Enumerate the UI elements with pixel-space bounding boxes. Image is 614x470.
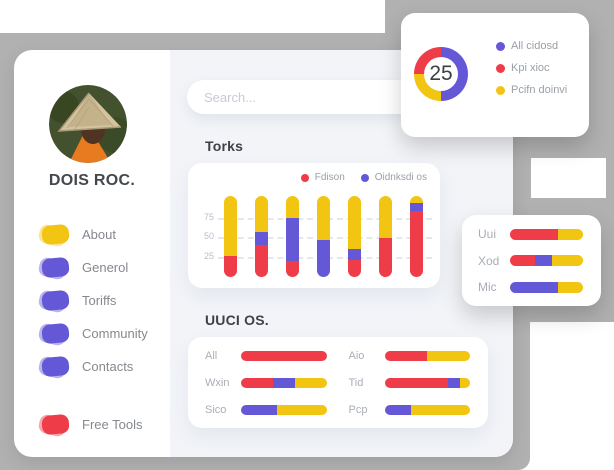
- avatar: [49, 85, 127, 163]
- row-label: Uui: [478, 227, 497, 241]
- legend-item-fdison: Fdison: [300, 172, 345, 183]
- legend-label: Fdison: [314, 172, 345, 183]
- mini-row-uui: Uui: [478, 227, 583, 241]
- sidebar-item-generol[interactable]: Generol: [37, 251, 162, 284]
- stacked-bar: [384, 404, 470, 415]
- sidebar-item-label: Free Tools: [82, 417, 143, 432]
- row-label: Aio: [348, 350, 365, 363]
- uuci-row-wxin: Wxin: [205, 375, 327, 392]
- y-tick-25: 25: [203, 251, 214, 261]
- row-label: Mic: [478, 280, 497, 294]
- torks-legend: Fdison Oidnksdi os: [300, 172, 427, 183]
- pcifn-doinvi-dot-icon: [496, 85, 505, 95]
- stacked-bar: [286, 196, 299, 277]
- stacked-bar: [510, 228, 583, 240]
- profile-name: DOIS ROC.: [48, 172, 136, 189]
- free-tools-blob-icon: [37, 413, 70, 438]
- stacked-bar: [379, 196, 392, 277]
- sidebar-item-toriffs[interactable]: Toriffs: [37, 284, 162, 317]
- legend-label: All cidosd: [511, 40, 559, 52]
- stacked-bar: [384, 351, 470, 362]
- torks-chart-card: Fdison Oidnksdi os 75 50 25: [188, 163, 440, 288]
- mini-stats-card: Uui Xod Mic: [462, 215, 601, 306]
- donut-center-value: 25: [429, 62, 453, 85]
- torks-bars: [224, 196, 423, 277]
- legend-item-kpi-xioc: Kpi xioc: [496, 62, 567, 74]
- donut-legend: All cidosd Kpi xioc Pcifn doinvi: [496, 40, 567, 96]
- sidebar-item-label: Generol: [82, 260, 129, 275]
- uuci-grid: All Aio Wxin Tid Sico: [205, 348, 470, 418]
- torks-section-title: Torks: [205, 138, 244, 154]
- avatar-illustration: [49, 85, 127, 163]
- stacked-bar: [410, 196, 423, 277]
- row-label: Wxin: [205, 376, 230, 389]
- stacked-bar: [241, 377, 327, 388]
- uuci-row-all: All: [205, 348, 327, 365]
- donut-chart: 25: [414, 47, 468, 101]
- stacked-bar: [241, 351, 327, 362]
- uuci-row-sico: Sico: [205, 401, 327, 418]
- mini-rows: Uui Xod Mic: [478, 227, 583, 294]
- uuci-row-aio: Aio: [348, 348, 470, 365]
- donut-hole: 25: [424, 57, 458, 91]
- stacked-bar: [317, 196, 330, 277]
- kpi-xioc-dot-icon: [496, 63, 505, 73]
- legend-label: Kpi xioc: [511, 62, 550, 74]
- stacked-bar: [241, 404, 327, 415]
- sidebar-item-contacts[interactable]: Contacts: [37, 350, 162, 383]
- uuci-section-title: UUCI OS.: [205, 312, 269, 328]
- legend-label: Pcifn doinvi: [511, 84, 568, 96]
- sidebar-item-community[interactable]: Community: [37, 317, 162, 350]
- row-label: Tid: [348, 376, 364, 389]
- row-label: Pcp: [348, 403, 368, 416]
- sidebar-item-label: Community: [82, 326, 148, 341]
- contacts-blob-icon: [37, 355, 70, 380]
- oidnksdi-dot-icon: [360, 173, 369, 182]
- search-bar: [187, 80, 432, 114]
- sidebar-item-label: About: [82, 227, 116, 242]
- sidebar-menu: About Generol Toriffs Community Contacts: [37, 218, 162, 383]
- legend-item-all-cidosd: All cidosd: [496, 40, 567, 52]
- legend-label: Oidnksdi os: [374, 172, 427, 183]
- stacked-bar: [224, 196, 237, 277]
- uuci-row-pcp: Pcp: [348, 401, 470, 418]
- row-label: Sico: [205, 403, 227, 416]
- donut-chart-card: 25 All cidosd Kpi xioc Pcifn doinvi: [401, 13, 589, 137]
- sidebar-item-about[interactable]: About: [37, 218, 162, 251]
- y-tick-50: 50: [203, 231, 214, 241]
- toriffs-blob-icon: [37, 289, 70, 314]
- y-tick-75: 75: [203, 212, 214, 222]
- legend-item-oidnksdi: Oidnksdi os: [360, 172, 427, 183]
- generol-blob-icon: [37, 256, 70, 281]
- stacked-bar: [510, 281, 583, 293]
- uuci-chart-card: All Aio Wxin Tid Sico: [188, 337, 488, 428]
- background-white-notch: [531, 158, 606, 198]
- stacked-bar: [348, 196, 361, 277]
- uuci-row-tid: Tid: [348, 375, 470, 392]
- fdison-dot-icon: [300, 173, 309, 182]
- stacked-bar: [510, 255, 583, 266]
- sidebar-item-free-tools[interactable]: Free Tools: [37, 408, 162, 441]
- sidebar-item-label: Contacts: [82, 359, 134, 374]
- row-label: All: [205, 350, 218, 363]
- mini-row-xod: Xod: [478, 254, 583, 268]
- mini-row-mic: Mic: [478, 280, 583, 294]
- stacked-bar: [255, 196, 268, 277]
- community-blob-icon: [37, 322, 70, 347]
- sidebar-item-label: Toriffs: [82, 293, 117, 308]
- legend-item-pcifn-doinvi: Pcifn doinvi: [496, 84, 567, 96]
- all-cidosd-dot-icon: [496, 41, 505, 51]
- about-blob-icon: [37, 223, 70, 248]
- stacked-bar: [384, 377, 470, 388]
- row-label: Xod: [478, 253, 500, 268]
- search-input[interactable]: [187, 80, 432, 114]
